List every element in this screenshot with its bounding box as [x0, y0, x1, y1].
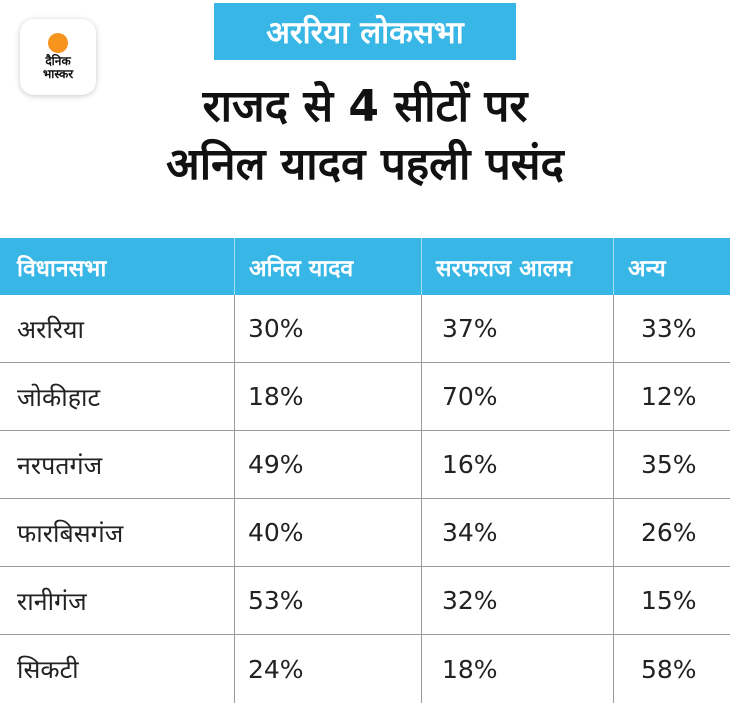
table-cell-value: 33%: [613, 295, 730, 362]
table-cell-value: 15%: [613, 567, 730, 634]
header-cell-sarfaraz-alam: सरफराज आलम: [421, 238, 613, 295]
table-row: अररिया 30% 37% 33%: [0, 295, 730, 363]
table-row: नरपतगंज 49% 16% 35%: [0, 431, 730, 499]
table-cell-value: 18%: [421, 635, 613, 703]
dainik-bhaskar-logo: दैनिक भास्कर: [20, 19, 96, 95]
table-cell-assembly: फारबिसगंज: [17, 518, 124, 548]
table-cell-assembly: रानीगंज: [17, 586, 87, 616]
table-cell-value: 53%: [234, 567, 421, 634]
table-cell-value: 37%: [421, 295, 613, 362]
results-table: विधानसभा अनिल यादव सरफराज आलम अन्य अररिय…: [0, 238, 730, 703]
table-header-row: विधानसभा अनिल यादव सरफराज आलम अन्य: [0, 238, 730, 295]
header-cell-assembly: विधानसभा: [17, 255, 107, 282]
table-cell-value: 32%: [421, 567, 613, 634]
table-cell-value: 12%: [613, 363, 730, 430]
table-cell-value: 35%: [613, 431, 730, 498]
table-cell-value: 49%: [234, 431, 421, 498]
headline: राजद से 4 सीटों पर अनिल यादव पहली पसंद: [0, 78, 730, 194]
table-cell-assembly: जोकीहाट: [17, 382, 101, 412]
table-cell-value: 58%: [613, 635, 730, 703]
sun-icon: [48, 33, 68, 53]
table-row: सिकटी 24% 18% 58%: [0, 635, 730, 703]
table-row: जोकीहाट 18% 70% 12%: [0, 363, 730, 431]
table-row: फारबिसगंज 40% 34% 26%: [0, 499, 730, 567]
header-cell-others: अन्य: [613, 238, 730, 295]
table-cell-value: 70%: [421, 363, 613, 430]
table-cell-value: 40%: [234, 499, 421, 566]
table-cell-value: 26%: [613, 499, 730, 566]
logo-text-line2: भास्कर: [42, 67, 74, 81]
logo-text-line1: दैनिक: [45, 54, 71, 68]
table-cell-assembly: अररिया: [17, 314, 85, 344]
table-cell-assembly: नरपतगंज: [17, 450, 103, 480]
table-cell-value: 18%: [234, 363, 421, 430]
headline-line2: अनिल यादव पहली पसंद: [166, 139, 564, 190]
constituency-tag: अररिया लोकसभा: [214, 3, 516, 60]
header-cell-anil-yadav: अनिल यादव: [234, 238, 421, 295]
table-row: रानीगंज 53% 32% 15%: [0, 567, 730, 635]
table-cell-value: 24%: [234, 635, 421, 703]
table-cell-value: 16%: [421, 431, 613, 498]
table-cell-assembly: सिकटी: [17, 655, 79, 684]
table-cell-value: 34%: [421, 499, 613, 566]
table-cell-value: 30%: [234, 295, 421, 362]
headline-line1: राजद से 4 सीटों पर: [202, 81, 528, 132]
